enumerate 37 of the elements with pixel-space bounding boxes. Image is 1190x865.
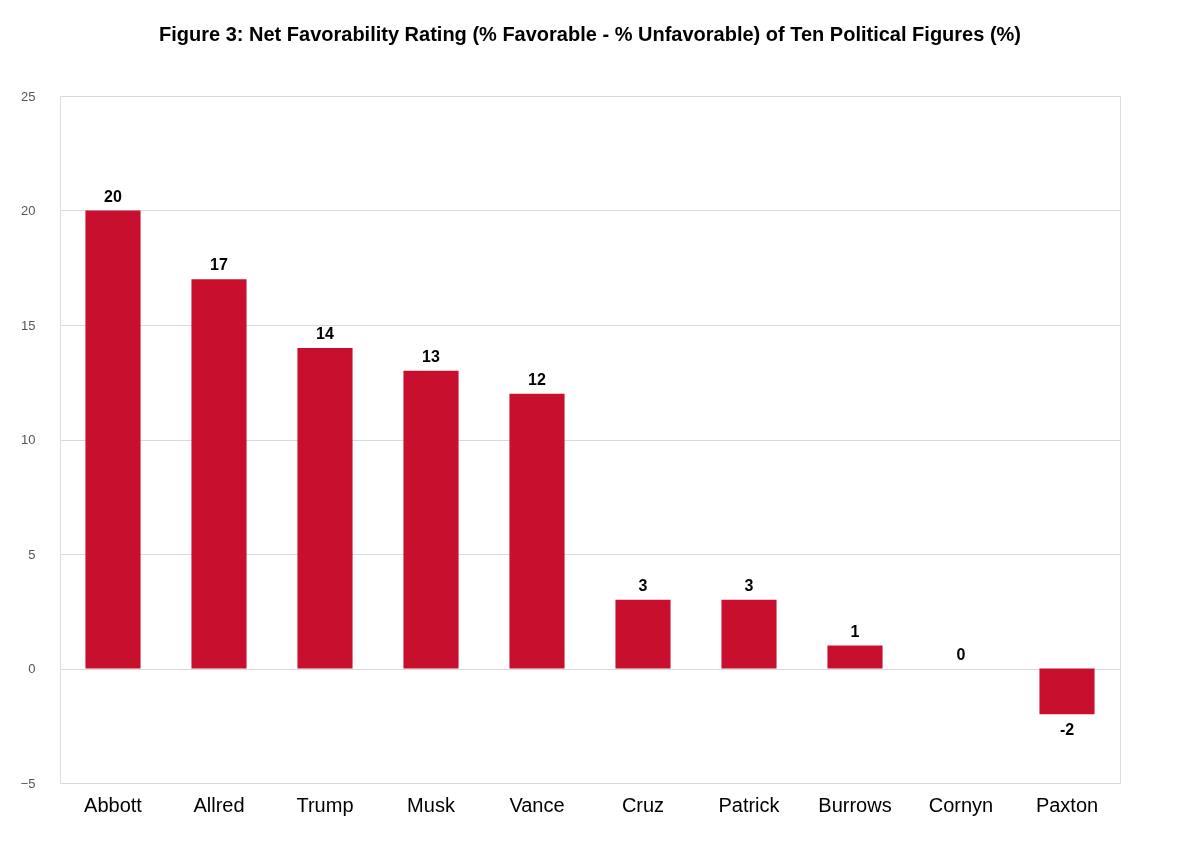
data-label: 1 <box>850 622 860 640</box>
y-tick-label: 25 <box>21 88 36 104</box>
y-tick-label: 5 <box>28 546 36 562</box>
bar <box>509 393 565 669</box>
y-tick-label: −5 <box>20 775 36 791</box>
bar <box>721 599 777 669</box>
data-label: 3 <box>744 576 754 594</box>
x-tick-label: Musk <box>407 793 456 816</box>
x-tick-label: Patrick <box>718 793 781 816</box>
x-tick-label: Cruz <box>621 793 665 816</box>
bar <box>85 210 141 669</box>
data-label: 12 <box>528 370 546 388</box>
y-tick-label: 15 <box>21 317 36 333</box>
y-tick-label: 20 <box>21 203 36 218</box>
bar <box>827 645 883 669</box>
x-tick-label: Trump <box>296 793 354 816</box>
data-label: 3 <box>638 576 648 594</box>
bar <box>1039 668 1095 715</box>
data-label: 14 <box>316 324 334 342</box>
y-tick-label: 0 <box>28 661 36 676</box>
data-label: -2 <box>1059 721 1075 739</box>
x-tick-label: Burrows <box>818 793 892 816</box>
x-tick-label: Cornyn <box>928 793 994 816</box>
data-label: 20 <box>104 187 122 205</box>
chart-title: Figure 3: Net Favorability Rating (% Favorable - % Unfavorable) of Ten Political Figures (%) <box>159 23 1021 45</box>
y-tick-label: 10 <box>21 432 36 447</box>
bar <box>403 370 459 669</box>
x-tick-label: Allred <box>193 793 245 816</box>
x-tick-label: Abbott <box>84 793 143 816</box>
x-tick-label: Paxton <box>1035 793 1099 816</box>
bar <box>615 599 671 669</box>
x-tick-label: Vance <box>509 793 565 816</box>
data-label: 17 <box>210 256 228 274</box>
data-label: 0 <box>956 645 966 663</box>
bar <box>191 279 247 669</box>
data-label: 13 <box>422 347 440 365</box>
bar <box>297 347 353 669</box>
